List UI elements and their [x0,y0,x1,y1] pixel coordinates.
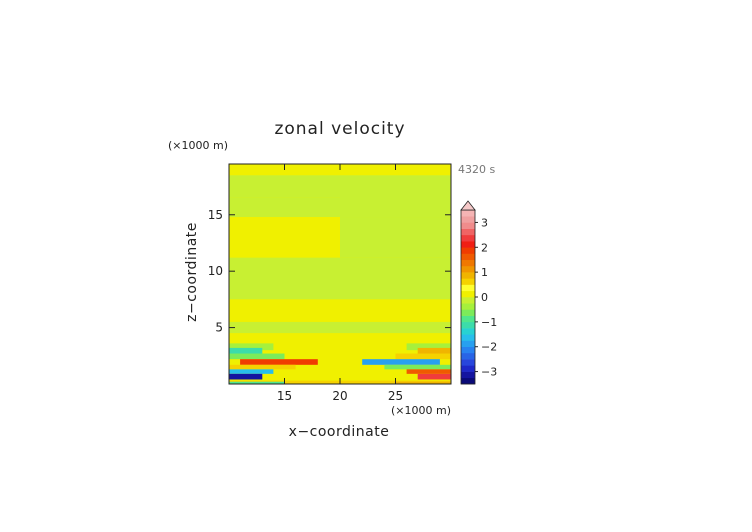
colorbar-segment [461,303,475,310]
colorbar-segment [461,284,475,292]
colorbar-segment [461,253,475,261]
colorbar-segment [461,371,475,379]
colorbar-tick-label: 3 [481,216,488,229]
heatmap-cell [417,347,451,355]
heatmap-cell [362,359,440,365]
heatmap-cell [395,381,451,384]
colorbar-extend-arrow [460,200,476,211]
time-label: 4320 s [458,163,495,176]
colorbar-tick-label: −2 [481,341,497,354]
colorbar-segment [461,290,475,298]
heatmap-cell [229,257,451,300]
x-axis-label: x−coordinate [289,424,390,440]
colorbar-tick-label: −1 [481,316,497,329]
heatmap-cell [229,347,263,355]
heatmap-cell [406,369,451,374]
heatmap-cell [395,353,451,360]
heatmap-cell [240,359,318,365]
heatmap-cell [229,333,451,345]
colorbar-tick-label: 2 [481,241,488,254]
heatmap-cell [229,321,451,334]
colorbar-tick-label: 1 [481,266,488,279]
colorbar-segment [461,365,475,372]
y-tick-label: 15 [208,208,223,222]
x-tick-label: 25 [388,389,403,403]
heatmap-cell [229,364,296,370]
heatmap-cell [406,343,451,351]
heatmap-cell [229,343,274,351]
colorbar-segment [461,278,475,285]
heatmap-cell [229,373,263,380]
x-unit-label: (×1000 m) [391,404,451,417]
heatmap-cell [417,373,451,380]
colorbar-segment [461,241,475,248]
x-tick-label: 20 [332,389,347,403]
colorbar-segment [461,309,475,316]
heatmap-cell [229,353,285,360]
colorbar-segment [461,259,475,267]
colorbar-tick-label: 0 [481,291,488,304]
heatmap-cell [229,299,340,322]
heatmap-cell [229,217,340,258]
colorbar-segment [461,328,475,335]
colorbar-segment [461,334,475,341]
colorbar-segment [461,216,475,223]
heatmap-cell [340,192,451,218]
colorbar-segment [461,234,475,242]
colorbar-segment [461,315,475,323]
axes: 15 20 25 5 10 15 [208,163,452,403]
heatmap-field [229,164,451,384]
colorbar-segment [461,346,475,354]
heatmap-cell [229,197,340,218]
y-tick-label: 5 [215,321,223,335]
colorbar-segment [461,377,475,385]
colorbar-segment [461,272,475,279]
colorbar-tick-label: −3 [481,366,497,379]
colorbar-segment [461,340,475,348]
colorbar-segment [461,321,475,329]
heatmap-cell [229,381,285,384]
heatmap-cell [340,217,451,258]
heatmap-cell [229,369,274,374]
colorbar-segment [461,352,475,360]
colorbar-segment [461,228,475,236]
y-unit-label: (×1000 m) [168,139,228,152]
heatmap-cell [384,364,451,370]
x-tick-label: 15 [277,389,292,403]
heatmap-cell [340,299,451,322]
y-tick-label: 10 [208,264,223,278]
colorbar: 3 2 1 0 −1 −2 −3 [460,200,497,385]
colorbar-segment [461,222,475,229]
colorbar-segment [461,265,475,273]
colorbar-segment [461,247,475,254]
y-axis-label: z−coordinate [184,222,200,322]
colorbar-segment [461,210,475,217]
colorbar-segment [461,359,475,366]
chart-title: zonal velocity [274,119,405,139]
colorbar-segment [461,297,475,304]
